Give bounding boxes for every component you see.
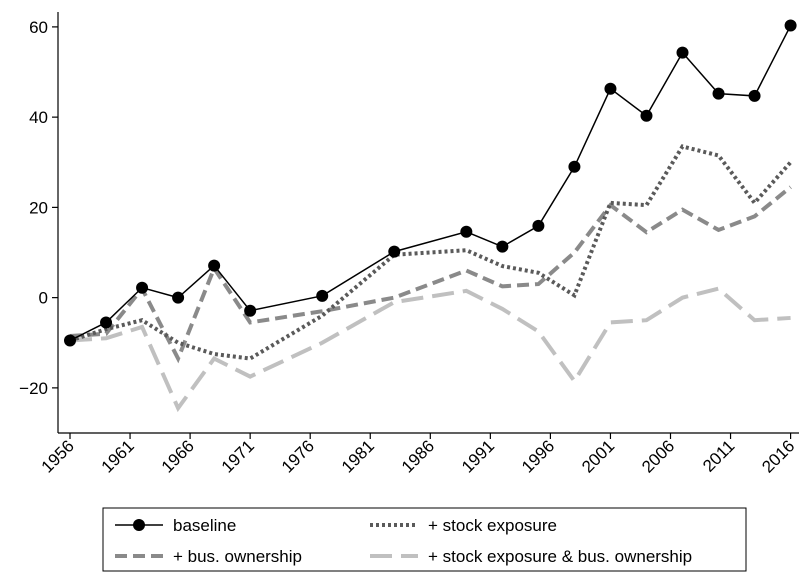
series-line [69, 286, 791, 413]
legend-marker [133, 519, 145, 531]
x-tick-label: 2006 [638, 436, 678, 476]
legend-label: baseline [173, 516, 236, 535]
x-tick-label: 1996 [518, 436, 558, 476]
series-marker [136, 281, 149, 294]
series-marker [388, 245, 401, 258]
x-tick-label: 1986 [398, 436, 438, 476]
y-tick-label: 0 [39, 289, 48, 308]
x-tick-label: 1976 [278, 436, 318, 476]
y-tick-label: 20 [29, 198, 48, 217]
series-marker [532, 219, 545, 232]
series-marker [244, 304, 257, 317]
legend-label: + stock exposure & bus. ownership [428, 547, 692, 566]
series-line [69, 144, 793, 361]
series-marker [172, 291, 185, 304]
series-marker [712, 87, 725, 100]
series-marker [64, 334, 77, 347]
legend-label: + bus. ownership [173, 547, 302, 566]
y-tick-label: −20 [19, 379, 48, 398]
x-tick-label: 1991 [458, 436, 498, 476]
legend-label: + stock exposure [428, 516, 557, 535]
series-marker [604, 82, 617, 95]
x-tick-label: 1956 [38, 436, 78, 476]
x-tick-label: 1971 [218, 436, 258, 476]
x-tick-label: 2016 [758, 436, 798, 476]
series-marker [316, 289, 329, 302]
series-marker [676, 46, 689, 59]
series-marker [496, 240, 509, 253]
series-line [69, 25, 792, 342]
series-marker [208, 259, 221, 272]
series-marker [460, 225, 473, 238]
series-line [69, 185, 792, 364]
y-tick-label: 40 [29, 108, 48, 127]
x-tick-label: 1981 [338, 436, 378, 476]
series-marker [784, 19, 797, 32]
y-tick-label: 60 [29, 18, 48, 37]
x-tick-label: 2001 [578, 436, 618, 476]
legend-box [102, 507, 747, 572]
x-tick-label: 1966 [158, 436, 198, 476]
series-marker [100, 316, 113, 329]
series-marker [640, 109, 653, 122]
series-marker [748, 89, 761, 102]
x-tick-label: 2011 [699, 436, 738, 475]
x-tick-label: 1961 [98, 436, 138, 476]
series-marker [568, 160, 581, 173]
